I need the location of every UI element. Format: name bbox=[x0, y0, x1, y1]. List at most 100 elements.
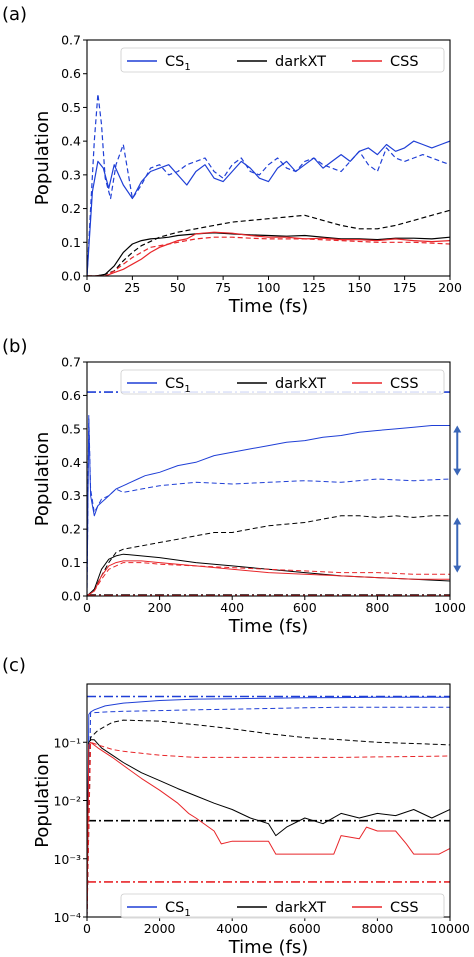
y-tick-label: 0.4 bbox=[61, 455, 81, 470]
legend-label-text: darkXT bbox=[275, 376, 326, 392]
legend: CS1 darkXT CSS bbox=[120, 893, 445, 919]
y-tick-label: 0.6 bbox=[61, 66, 81, 81]
y-axis-label: Population bbox=[32, 111, 53, 206]
series-line bbox=[87, 418, 450, 596]
data-layer bbox=[87, 93, 450, 276]
x-tick-label: 600 bbox=[293, 600, 317, 615]
legend-label-text: CSS bbox=[390, 376, 419, 392]
series-line bbox=[87, 236, 450, 276]
panel-2: (c) 0 2000 4000 6000 8000 10000 10⁻⁴ 10⁻³ 10⁻² 10⁻… bbox=[2, 655, 470, 957]
y-tick-label: 0.6 bbox=[61, 388, 81, 403]
x-tick-label: 4000 bbox=[216, 921, 248, 936]
series-line bbox=[87, 560, 450, 596]
series-line bbox=[87, 741, 450, 917]
series-line bbox=[87, 515, 450, 596]
legend: CS1 darkXT CSS bbox=[120, 47, 445, 73]
legend-label: darkXT bbox=[275, 376, 326, 392]
arrow-head-up bbox=[453, 517, 462, 525]
series-line bbox=[87, 231, 450, 276]
legend-label: CS1 bbox=[165, 376, 191, 395]
y-tick-label: 0.1 bbox=[61, 555, 81, 570]
y-tick-label: 0.3 bbox=[61, 488, 81, 503]
series-line bbox=[87, 209, 450, 276]
panel-label: (b) bbox=[2, 336, 27, 357]
x-tick-label: 200 bbox=[438, 280, 462, 295]
arrow-head-down bbox=[453, 468, 462, 476]
series-line bbox=[87, 93, 450, 276]
plot-frame bbox=[86, 361, 451, 597]
y-tick-label: 0.4 bbox=[61, 134, 81, 149]
arrow-head-up bbox=[453, 425, 462, 433]
series-line bbox=[87, 741, 450, 917]
panel-label: (c) bbox=[2, 655, 26, 676]
y-tick-label: 10⁻⁴ bbox=[53, 910, 81, 925]
x-axis-label: Time (fs) bbox=[228, 616, 309, 637]
legend-label-subscript: 1 bbox=[184, 62, 190, 73]
y-tick-label: 0.7 bbox=[61, 33, 81, 48]
x-tick-label: 200 bbox=[148, 600, 172, 615]
legend-box bbox=[120, 369, 445, 395]
x-tick-label: 2000 bbox=[144, 921, 176, 936]
series-line bbox=[87, 696, 450, 917]
x-tick-label: 0 bbox=[83, 280, 91, 295]
legend-label-text: CS bbox=[165, 900, 184, 916]
y-tick-label: 0.2 bbox=[61, 522, 81, 537]
x-tick-label: 75 bbox=[215, 280, 231, 295]
legend-label-text: darkXT bbox=[275, 900, 326, 916]
panel-0: (a) 0 25 50 75 100 125 150 175 200 0.0 0.1 0.2 0.3 0.4… bbox=[2, 4, 462, 317]
data-layer bbox=[87, 391, 450, 596]
legend-label-text: CSS bbox=[390, 54, 419, 70]
x-tick-label: 6000 bbox=[289, 921, 321, 936]
panel-1: (b) 0 200 400 600 800 1000 0.0 0.1 0.2 0.3 0.4 0.5 0.… bbox=[2, 336, 466, 637]
y-tick-label: 0.1 bbox=[61, 235, 81, 250]
y-tick-label: 10⁻³ bbox=[53, 852, 81, 867]
x-tick-label: 8000 bbox=[361, 921, 393, 936]
double-arrow bbox=[453, 425, 462, 476]
legend-label: CSS bbox=[390, 376, 419, 392]
y-tick-label: 0.0 bbox=[61, 589, 81, 604]
y-axis-label: Population bbox=[32, 432, 53, 527]
legend-box bbox=[120, 893, 445, 919]
x-tick-label: 175 bbox=[393, 280, 417, 295]
x-tick-label: 1000 bbox=[434, 600, 466, 615]
x-tick-label: 800 bbox=[365, 600, 389, 615]
series-line bbox=[87, 232, 450, 276]
legend-box bbox=[120, 47, 445, 73]
y-tick-label: 0.3 bbox=[61, 167, 81, 182]
x-tick-label: 10000 bbox=[430, 921, 470, 936]
legend-label: CSS bbox=[390, 900, 419, 916]
legend-label-subscript: 1 bbox=[184, 908, 190, 919]
x-axis-label: Time (fs) bbox=[228, 937, 309, 957]
x-tick-label: 400 bbox=[220, 600, 244, 615]
series-line bbox=[87, 719, 450, 917]
double-arrow bbox=[453, 517, 462, 573]
data-layer bbox=[87, 695, 450, 917]
y-axis-label: Population bbox=[32, 753, 53, 848]
y-tick-label: 10⁻¹ bbox=[53, 735, 81, 750]
arrow-head-down bbox=[453, 565, 462, 573]
panel-label: (a) bbox=[2, 4, 27, 25]
y-tick-label: 10⁻² bbox=[53, 794, 81, 809]
legend-label-text: CSS bbox=[390, 900, 419, 916]
legend-label: darkXT bbox=[275, 54, 326, 70]
legend: CS1 darkXT CSS bbox=[120, 369, 445, 395]
y-tick-label: 0.2 bbox=[61, 201, 81, 216]
y-tick-label: 0.5 bbox=[61, 421, 81, 436]
series-line bbox=[87, 415, 450, 596]
x-tick-label: 0 bbox=[83, 921, 91, 936]
legend-label: CSS bbox=[390, 54, 419, 70]
x-tick-label: 0 bbox=[83, 600, 91, 615]
legend-label: CS1 bbox=[165, 900, 191, 919]
legend-label-text: darkXT bbox=[275, 54, 326, 70]
series-line bbox=[87, 739, 450, 917]
legend-label-text: CS bbox=[165, 54, 184, 70]
legend-label-subscript: 1 bbox=[184, 384, 190, 395]
x-tick-label: 25 bbox=[124, 280, 140, 295]
x-tick-label: 125 bbox=[302, 280, 326, 295]
legend-label-text: CS bbox=[165, 376, 184, 392]
series-line bbox=[87, 706, 450, 917]
legend-label: darkXT bbox=[275, 900, 326, 916]
x-tick-label: 50 bbox=[170, 280, 186, 295]
series-line bbox=[87, 562, 450, 596]
